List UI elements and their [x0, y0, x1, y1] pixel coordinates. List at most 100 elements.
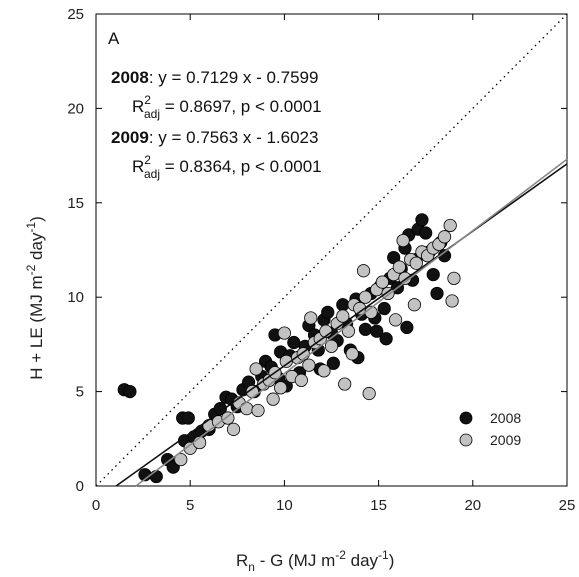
r2-2008-base: R	[132, 97, 144, 116]
point-2009-14	[274, 381, 288, 395]
one-to-one-dotted-line	[95, 13, 568, 487]
point-2008-67	[326, 356, 340, 370]
point-2009-32	[375, 275, 389, 289]
point-2009-58	[356, 264, 371, 278]
point-2009-46	[445, 294, 459, 308]
point-2009-50	[294, 373, 308, 387]
point-2008-64	[379, 332, 393, 346]
x-tick-label-20: 20	[464, 497, 481, 514]
axis-ticks: 0 5 10 15 20 25 0 5 10 15 20 25	[67, 6, 575, 514]
x-tick-label-10: 10	[276, 497, 293, 514]
y-axis-title-main: H + LE (MJ m	[27, 275, 46, 379]
plot-area	[95, 13, 568, 487]
r2-2009-sub: adj	[144, 167, 160, 181]
r2-2008: R2 adj = 0.8697, p < 0.0001	[132, 93, 322, 121]
y-axis-title: H + LE (MJ m-2 day-1)	[24, 216, 46, 380]
x-tick-label-0: 0	[92, 497, 100, 514]
point-2008-57	[419, 226, 433, 240]
point-2008-46	[377, 301, 391, 316]
r2-2008-sub: adj	[144, 107, 160, 121]
point-2008-13	[213, 401, 227, 416]
point-2009-51	[266, 392, 280, 406]
r2-2009-base: R	[132, 157, 144, 176]
point-2009-48	[338, 377, 352, 391]
point-2008-42	[358, 322, 373, 336]
series-2008-points	[117, 213, 452, 484]
point-2008-3	[149, 469, 163, 484]
y-tick-label-20: 20	[67, 100, 84, 117]
point-2009-53	[388, 313, 403, 327]
one-to-one-line	[95, 13, 568, 487]
point-2008-63	[400, 320, 414, 335]
x-axis-title-base: R	[236, 551, 248, 570]
fit-line-2009	[135, 158, 568, 487]
x-tick-label-5: 5	[186, 497, 194, 514]
point-2009-57	[249, 362, 263, 376]
regression-lines	[115, 158, 568, 487]
y-tick-label-15: 15	[67, 195, 84, 212]
equation-2008-text: : y = 0.7129 x - 0.7599	[149, 68, 319, 87]
x-tick-label-15: 15	[370, 497, 387, 514]
point-2008-60	[430, 286, 444, 301]
equation-2009-year: 2009	[111, 128, 149, 147]
equation-2008: 2008: y = 0.7129 x - 0.7599	[111, 68, 318, 87]
point-2009-47	[362, 386, 376, 401]
point-2009-23	[324, 339, 339, 353]
equation-2009-text: : y = 0.7563 x - 1.6023	[149, 128, 319, 147]
legend: 2008 2009	[459, 410, 521, 448]
y-axis-title-mid: day	[27, 232, 46, 265]
point-2009-43	[437, 230, 452, 244]
y-axis-title-end: )	[27, 216, 46, 222]
y-tick-label-0: 0	[76, 478, 84, 495]
x-axis-title-sup2: -1	[378, 548, 389, 562]
point-2009-0	[174, 452, 188, 467]
legend-label-2009: 2009	[490, 432, 521, 448]
point-2008-59	[426, 267, 440, 282]
point-2009-26	[341, 324, 356, 338]
point-2009-54	[345, 347, 359, 361]
y-axis-title-sup2: -1	[24, 222, 38, 233]
point-2009-56	[277, 326, 291, 340]
point-2009-49	[317, 364, 331, 378]
plot-border	[95, 13, 568, 487]
point-2009-35	[392, 260, 406, 274]
y-tick-label-10: 10	[67, 289, 84, 306]
r2-2008-rest: = 0.8697, p < 0.0001	[160, 97, 322, 116]
x-axis-title-main: - G (MJ m	[255, 551, 335, 570]
point-2008-1	[123, 384, 137, 399]
panel-label: A	[108, 29, 120, 48]
point-2009-45	[447, 271, 461, 285]
point-2008-7	[181, 411, 195, 425]
y-axis-title-sup1: -2	[24, 264, 38, 275]
point-2009-38	[409, 256, 423, 270]
point-2009-25	[336, 309, 350, 323]
x-axis-title-sup1: -2	[335, 548, 346, 562]
legend-label-2008: 2008	[490, 410, 521, 426]
point-2009-59	[396, 233, 410, 248]
point-2008-56	[415, 213, 429, 227]
equation-2009: 2009: y = 0.7563 x - 1.6023	[111, 128, 318, 147]
point-2008-65	[370, 324, 384, 338]
point-2009-19	[302, 358, 316, 372]
legend-marker-2008	[459, 411, 473, 425]
point-2009-52	[407, 298, 421, 312]
x-axis-title: Rn - G (MJ m-2 day-1)	[236, 548, 394, 574]
x-axis-title-end: )	[389, 551, 395, 570]
r2-2009-sup: 2	[144, 153, 151, 167]
x-axis-title-sub: n	[248, 560, 255, 574]
point-2009-29	[358, 290, 373, 304]
point-2009-55	[304, 311, 318, 325]
y-tick-label-5: 5	[76, 384, 84, 401]
point-2008-37	[336, 298, 350, 312]
x-axis-title-mid: day	[346, 551, 379, 570]
point-2009-10	[251, 403, 265, 418]
y-tick-label-25: 25	[67, 6, 84, 23]
fit-line-2008	[115, 163, 568, 487]
legend-marker-2009	[459, 433, 473, 447]
r2-2009: R2 adj = 0.8364, p < 0.0001	[132, 153, 322, 181]
point-2009-8	[240, 401, 254, 416]
point-2008-27	[287, 335, 301, 350]
point-2009-44	[443, 218, 457, 233]
point-2009-6	[226, 422, 241, 436]
